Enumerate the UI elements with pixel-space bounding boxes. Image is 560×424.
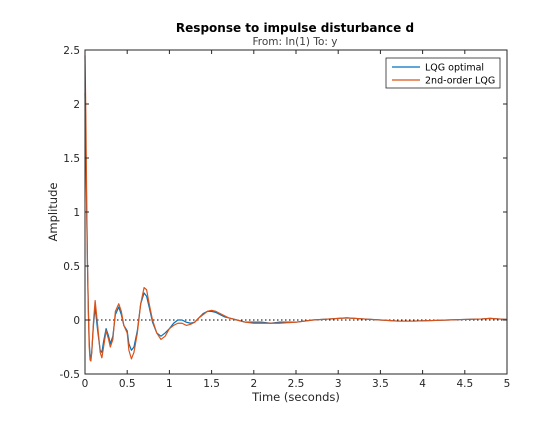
y-tick-label: 0.5: [63, 261, 80, 273]
x-tick-label: 0: [82, 378, 89, 390]
x-tick-label: 3: [335, 378, 342, 390]
x-tick-label: 2: [250, 378, 257, 390]
legend-entries: LQG optimal 2nd-order LQG: [392, 63, 495, 87]
y-tick-label: 2.5: [63, 45, 80, 57]
x-tick-label: 2.5: [288, 378, 305, 390]
legend-box: [385, 57, 501, 89]
legend: LQG optimal 2nd-order LQG: [385, 57, 501, 89]
legend-label-1: LQG optimal: [425, 63, 484, 74]
x-tick-label: 4: [419, 378, 426, 390]
y-axis-ticks: -0.5 0 0.5 1 1.5 2 2.5: [60, 45, 507, 381]
x-axis-label: Time (seconds): [251, 390, 340, 404]
y-tick-label: 0: [73, 315, 80, 327]
x-tick-label: 3.5: [372, 378, 389, 390]
series-line-2: [84, 55, 508, 362]
y-tick-label: 1.5: [63, 153, 80, 165]
legend-label-2: 2nd-order LQG: [425, 76, 495, 87]
y-tick-label: 1: [73, 207, 80, 219]
chart-subtitle: From: In(1) To: y: [253, 36, 338, 48]
x-tick-label: 0.5: [119, 378, 136, 390]
x-tick-label: 1.5: [203, 378, 220, 390]
series-layer: [84, 55, 508, 362]
plot-area: [85, 50, 507, 374]
y-tick-label: -0.5: [60, 369, 81, 381]
x-tick-label: 4.5: [456, 378, 473, 390]
chart-title: Response to impulse disturbance d: [176, 21, 414, 35]
x-axis-ticks: 0 0.5 1 1.5 2 2.5 3 3.5 4 4.5 5: [82, 50, 511, 390]
x-tick-label: 1: [166, 378, 173, 390]
x-tick-label: 5: [504, 378, 511, 390]
y-axis-label: Amplitude: [46, 183, 60, 242]
y-tick-label: 2: [73, 99, 80, 111]
